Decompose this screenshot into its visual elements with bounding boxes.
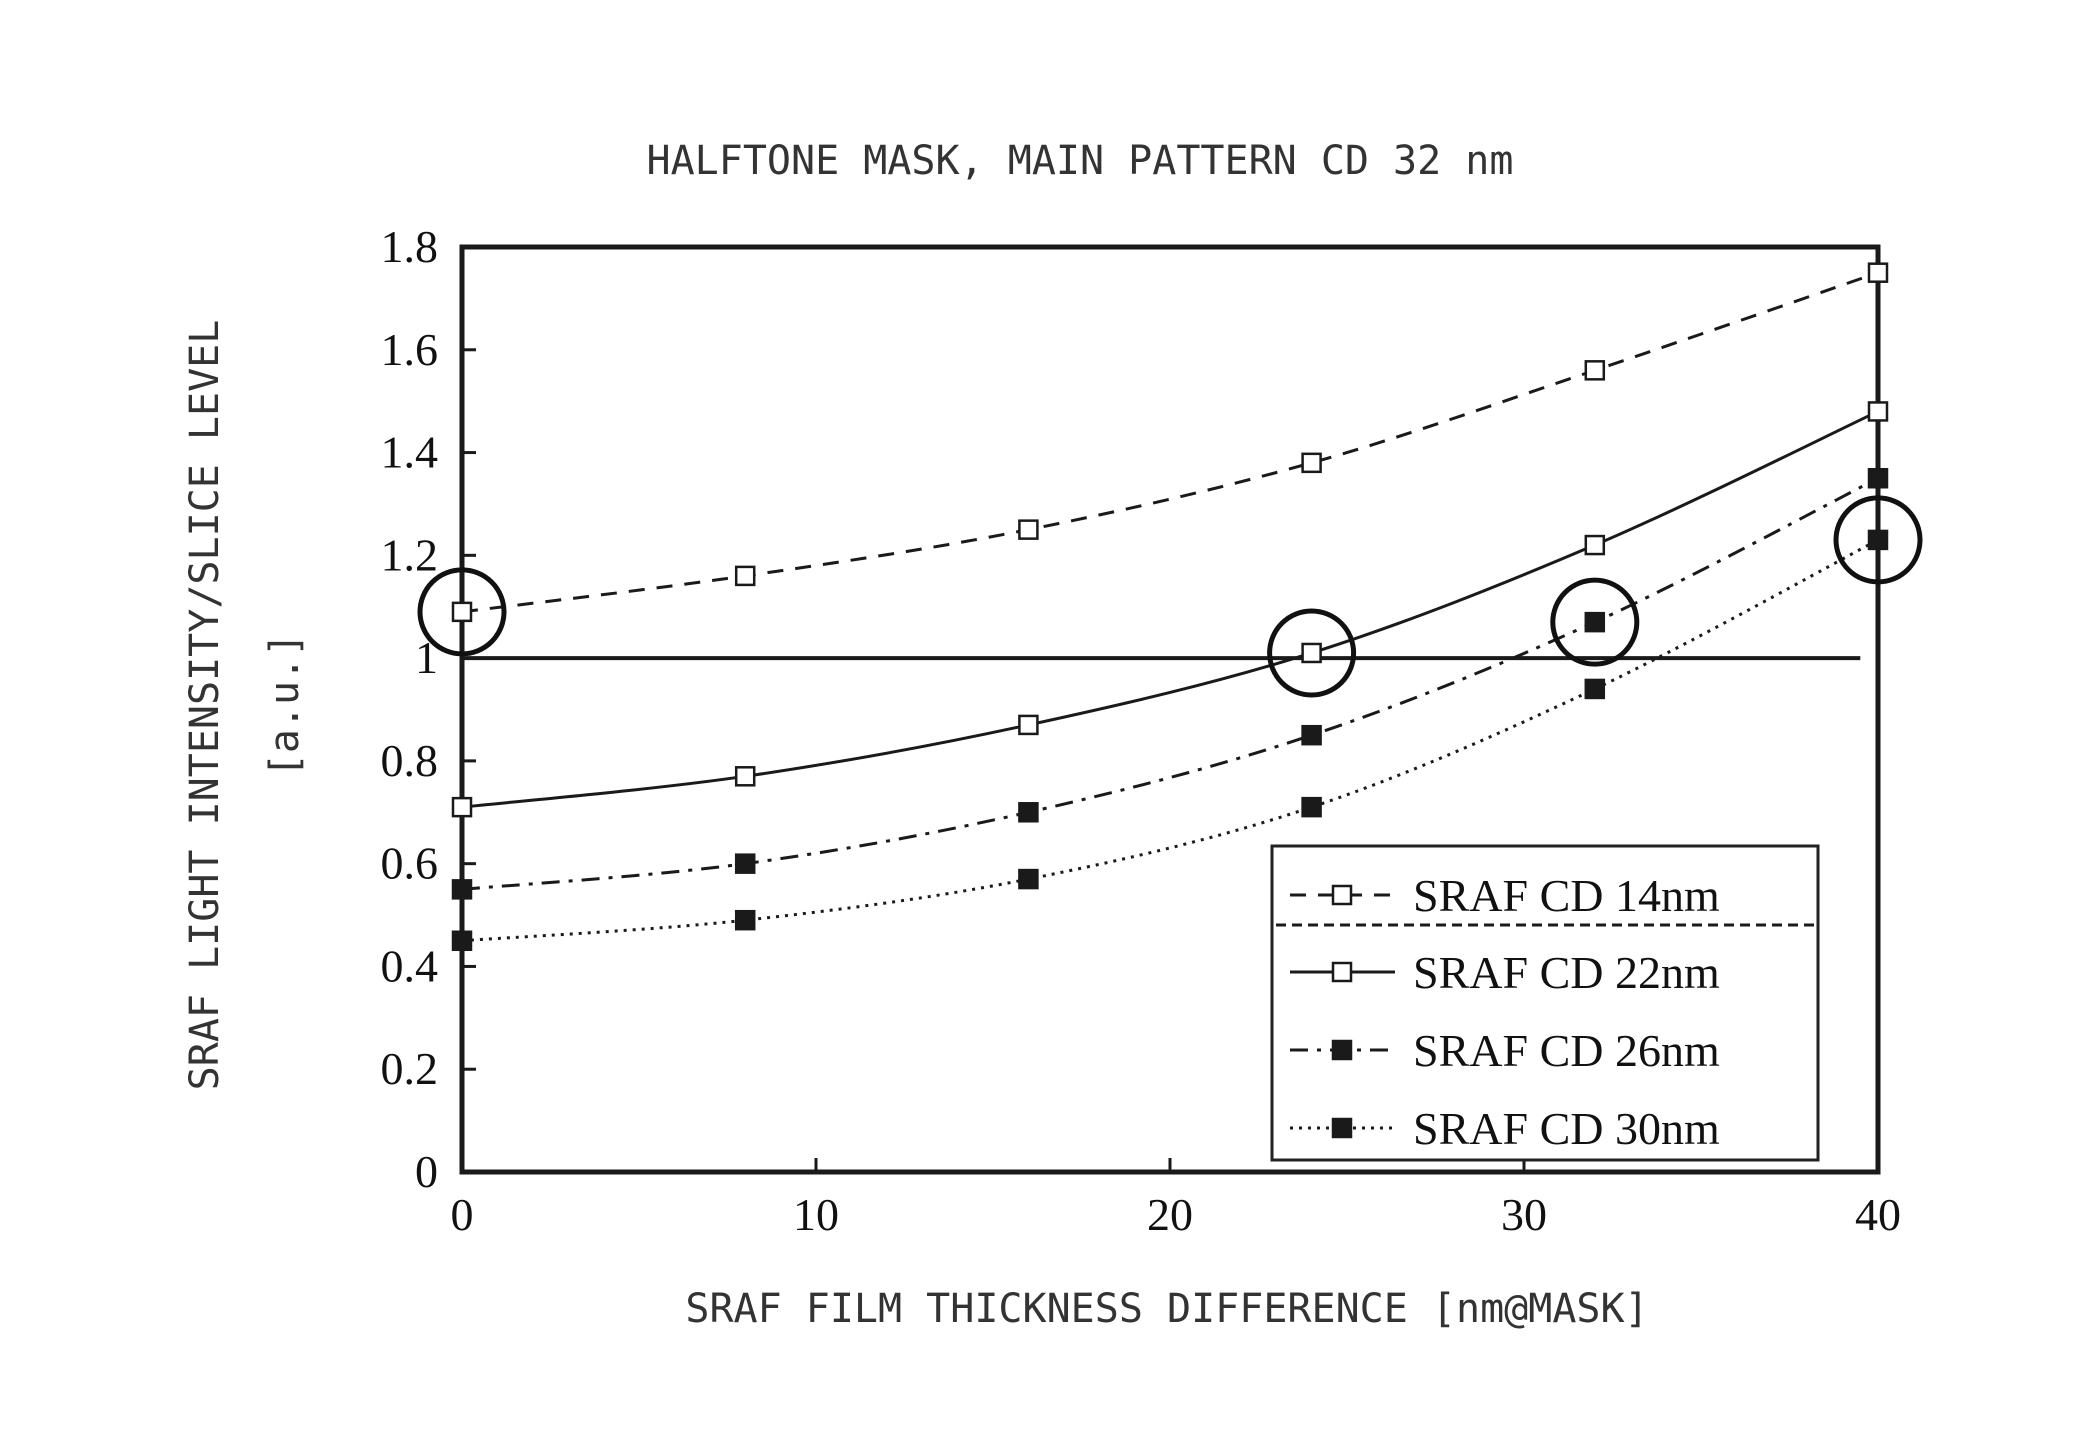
data-point (1869, 531, 1887, 549)
y-tick-label: 0.8 (381, 735, 439, 786)
x-tick-label: 10 (793, 1189, 839, 1240)
data-point (1019, 521, 1037, 539)
series-line (462, 273, 1878, 612)
x-axis-label: SRAF FILM THICKNESS DIFFERENCE [nm@MASK] (685, 1286, 1648, 1332)
y-tick-label: 1 (415, 632, 438, 683)
data-point (1869, 402, 1887, 420)
x-tick-label: 40 (1855, 1189, 1901, 1240)
y-axis-unit: [a.u.] (262, 633, 308, 778)
data-point (1586, 613, 1604, 631)
data-point (736, 855, 754, 873)
data-point (1303, 644, 1321, 662)
circled-points (420, 498, 1920, 695)
data-point (1019, 870, 1037, 888)
legend-marker (1333, 886, 1351, 904)
y-tick-label: 1.8 (381, 221, 439, 272)
x-tick-label: 0 (451, 1189, 474, 1240)
series-2 (453, 469, 1887, 898)
y-tick-label: 0.6 (381, 838, 439, 889)
legend: SRAF CD 14nm SRAF CD 22nm SRAF CD 26nm SRAF… (1272, 846, 1818, 1160)
y-tick-label: 1.4 (381, 427, 439, 478)
data-point (453, 880, 471, 898)
legend-marker (1333, 1119, 1351, 1137)
legend-marker (1333, 1041, 1351, 1059)
x-tick-label: 30 (1501, 1189, 1547, 1240)
data-point (1303, 726, 1321, 744)
data-point (736, 911, 754, 929)
legend-marker (1333, 963, 1351, 981)
data-point (1586, 680, 1604, 698)
series-line (462, 478, 1878, 889)
y-tick-label: 1.2 (381, 529, 439, 580)
data-point (736, 567, 754, 585)
y-tick-label: 1.6 (381, 324, 439, 375)
y-tick-label: 0.2 (381, 1043, 439, 1094)
data-point (1869, 469, 1887, 487)
legend-label: SRAF CD 22nm (1413, 947, 1720, 998)
data-point (1019, 803, 1037, 821)
series-0 (453, 264, 1887, 621)
series-1 (453, 402, 1887, 816)
data-point (1019, 716, 1037, 734)
x-tick-label: 20 (1147, 1189, 1193, 1240)
legend-label: SRAF CD 14nm (1413, 870, 1720, 921)
data-point (453, 932, 471, 950)
y-axis-label-group: SRAF LIGHT INTENSITY/SLICE LEVEL (182, 320, 228, 1091)
data-point (453, 798, 471, 816)
y-tick-label: 0 (415, 1146, 438, 1197)
data-point (1303, 454, 1321, 472)
data-point (1586, 536, 1604, 554)
legend-label: SRAF CD 30nm (1413, 1103, 1720, 1154)
y-axis-unit-group: [a.u.] (262, 633, 308, 778)
data-point (1869, 264, 1887, 282)
legend-label: SRAF CD 26nm (1413, 1025, 1720, 1076)
data-point (453, 603, 471, 621)
y-axis-label: SRAF LIGHT INTENSITY/SLICE LEVEL (182, 320, 228, 1091)
data-point (1303, 798, 1321, 816)
series-line (462, 411, 1878, 807)
data-point (1586, 361, 1604, 379)
chart-title: HALFTONE MASK, MAIN PATTERN CD 32 nm (647, 138, 1514, 184)
y-tick-label: 0.4 (381, 940, 439, 991)
data-point (736, 767, 754, 785)
